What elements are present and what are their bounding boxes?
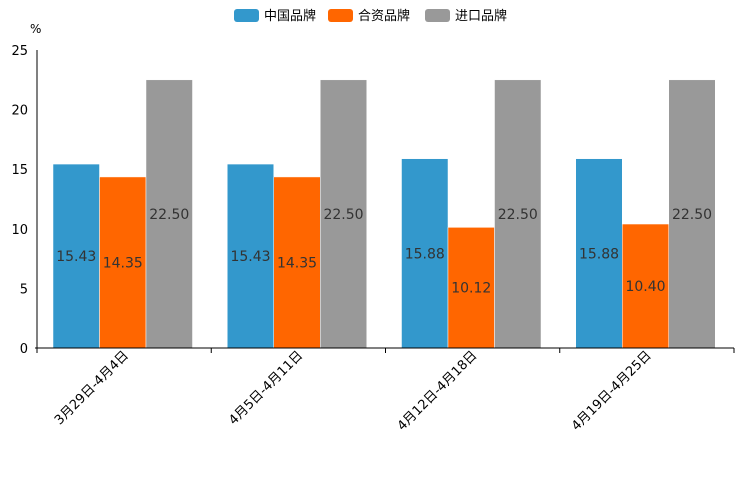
- y-axis-unit-label: %: [30, 22, 41, 36]
- data-label: 10.12: [451, 281, 491, 297]
- y-tick-label: 0: [20, 342, 28, 357]
- bar[interactable]: [668, 79, 716, 349]
- legend-label: 合资品牌: [358, 8, 410, 24]
- bar[interactable]: [447, 227, 495, 349]
- y-axis: 0 5 10 15 20 25: [11, 44, 38, 357]
- bar[interactable]: [575, 158, 623, 349]
- x-tick-label: 4月5日-4月11日: [226, 348, 306, 428]
- x-tick-label: 4月19日-4月25日: [569, 348, 655, 434]
- data-label: 22.50: [323, 207, 363, 223]
- x-tick-label: 4月12日-4月18日: [395, 348, 481, 434]
- data-label: 22.50: [672, 207, 712, 223]
- data-label: 22.50: [149, 207, 189, 223]
- y-tick-label: 15: [11, 163, 28, 178]
- data-label: 15.43: [230, 249, 270, 265]
- y-tick-label: 5: [20, 282, 28, 297]
- bars: 15.43 14.35 22.50 15.43 14.35 22.50 15.88 10.12…: [52, 79, 716, 349]
- legend-label: 中国品牌: [264, 8, 316, 24]
- y-tick-label: 25: [11, 44, 28, 59]
- data-label: 10.40: [625, 279, 665, 295]
- bar[interactable]: [99, 176, 147, 349]
- x-tick-label: 3月29日-4月4日: [52, 348, 132, 428]
- bar[interactable]: [320, 79, 367, 349]
- data-label: 22.50: [498, 207, 538, 223]
- y-tick-label: 10: [11, 223, 28, 238]
- legend-swatch[interactable]: [425, 9, 450, 22]
- data-label: 15.43: [56, 249, 96, 265]
- data-label: 14.35: [103, 255, 143, 271]
- bar[interactable]: [622, 223, 669, 349]
- data-label: 15.88: [405, 246, 445, 262]
- data-label: 15.88: [579, 246, 619, 262]
- data-label: 14.35: [277, 255, 317, 271]
- x-axis: 3月29日-4月4日 4月5日-4月11日 4月12日-4月18日 4月19日-4月2…: [35, 347, 735, 434]
- legend-swatch[interactable]: [234, 9, 259, 22]
- y-tick-label: 20: [11, 104, 28, 119]
- legend-swatch[interactable]: [328, 9, 353, 22]
- legend: 中国品牌 合资品牌 进口品牌: [234, 8, 507, 24]
- bar[interactable]: [494, 79, 542, 349]
- legend-label: 进口品牌: [455, 8, 507, 24]
